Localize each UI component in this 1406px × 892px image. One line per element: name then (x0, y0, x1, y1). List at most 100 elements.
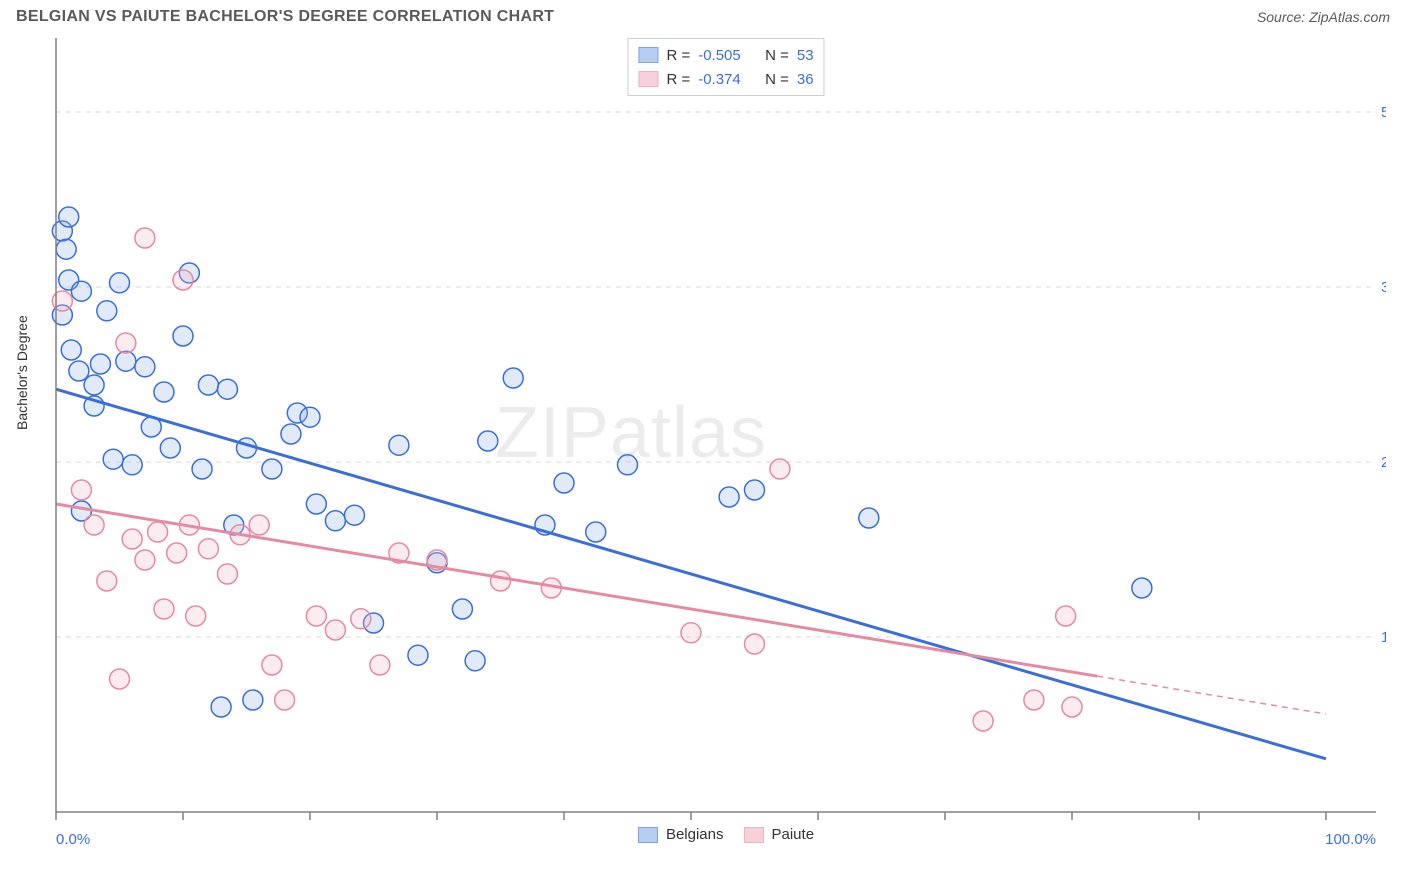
data-point (116, 351, 136, 371)
data-point (122, 529, 142, 549)
trend-line-extrapolated (1097, 676, 1326, 714)
data-point (452, 599, 472, 619)
legend-swatch (638, 827, 658, 843)
data-point (859, 508, 879, 528)
data-point (167, 543, 187, 563)
data-point (217, 564, 237, 584)
chart-container: 12.5%25.0%37.5%50.0%ZIPatlas0.0%100.0% R… (46, 32, 1406, 872)
correlation-legend: R = -0.505 N = 53 R = -0.374 N = 36 (627, 38, 824, 96)
data-point (103, 449, 123, 469)
data-point (745, 480, 765, 500)
data-point (745, 634, 765, 654)
legend-n-value: 36 (797, 71, 814, 88)
data-point (69, 361, 89, 381)
data-point (554, 473, 574, 493)
data-point (408, 645, 428, 665)
data-point (1024, 690, 1044, 710)
legend-series-label: Paiute (772, 826, 815, 843)
data-point (306, 494, 326, 514)
y-tick-label: 25.0% (1381, 454, 1386, 471)
data-point (262, 655, 282, 675)
data-point (300, 407, 320, 427)
legend-r-value: -0.505 (698, 47, 741, 64)
data-point (211, 697, 231, 717)
data-point (275, 690, 295, 710)
data-point (243, 690, 263, 710)
data-point (770, 459, 790, 479)
data-point (389, 435, 409, 455)
data-point (135, 357, 155, 377)
data-point (56, 239, 76, 259)
data-point (618, 455, 638, 475)
legend-n-label: N = (765, 71, 789, 88)
x-tick-label: 100.0% (1325, 831, 1376, 848)
legend-n-value: 53 (797, 47, 814, 64)
data-point (97, 301, 117, 321)
data-point (198, 375, 218, 395)
legend-swatch (744, 827, 764, 843)
data-point (160, 438, 180, 458)
legend-r-label: R = (666, 47, 690, 64)
legend-r-value: -0.374 (698, 71, 741, 88)
data-point (325, 620, 345, 640)
data-point (370, 655, 390, 675)
data-point (154, 599, 174, 619)
data-point (173, 326, 193, 346)
data-point (173, 270, 193, 290)
data-point (135, 228, 155, 248)
legend-n-label: N = (765, 47, 789, 64)
data-point (84, 515, 104, 535)
data-point (306, 606, 326, 626)
data-point (154, 382, 174, 402)
data-point (110, 669, 130, 689)
data-point (122, 455, 142, 475)
legend-series-label: Belgians (666, 826, 724, 843)
data-point (198, 539, 218, 559)
data-point (192, 459, 212, 479)
data-point (491, 571, 511, 591)
data-point (1056, 606, 1076, 626)
data-point (116, 333, 136, 353)
data-point (503, 368, 523, 388)
data-point (281, 424, 301, 444)
data-point (97, 571, 117, 591)
data-point (1132, 578, 1152, 598)
data-point (465, 651, 485, 671)
data-point (681, 623, 701, 643)
data-point (135, 550, 155, 570)
data-point (249, 515, 269, 535)
legend-swatch (638, 71, 658, 87)
y-tick-label: 12.5% (1381, 629, 1386, 646)
data-point (262, 459, 282, 479)
data-point (325, 511, 345, 531)
y-tick-label: 37.5% (1381, 279, 1386, 296)
data-point (344, 505, 364, 525)
data-point (84, 375, 104, 395)
data-point (973, 711, 993, 731)
data-point (90, 354, 110, 374)
legend-swatch (638, 47, 658, 63)
data-point (110, 273, 130, 293)
data-point (186, 606, 206, 626)
y-tick-label: 50.0% (1381, 104, 1386, 121)
trend-line (56, 504, 1097, 676)
data-point (71, 281, 91, 301)
legend-item: Paiute (744, 826, 815, 843)
legend-r-label: R = (666, 71, 690, 88)
legend-item: Belgians (638, 826, 724, 843)
data-point (71, 480, 91, 500)
source-label: Source: ZipAtlas.com (1257, 9, 1390, 25)
series-legend: Belgians Paiute (638, 826, 814, 843)
data-point (59, 207, 79, 227)
data-point (586, 522, 606, 542)
chart-title: BELGIAN VS PAIUTE BACHELOR'S DEGREE CORR… (16, 8, 554, 26)
data-point (148, 522, 168, 542)
y-axis-label: Bachelor's Degree (14, 315, 30, 430)
data-point (61, 340, 81, 360)
data-point (719, 487, 739, 507)
data-point (478, 431, 498, 451)
x-tick-label: 0.0% (56, 831, 90, 848)
legend-row: R = -0.505 N = 53 (638, 43, 813, 67)
data-point (351, 609, 371, 629)
scatter-chart: 12.5%25.0%37.5%50.0%ZIPatlas0.0%100.0% (46, 32, 1386, 872)
